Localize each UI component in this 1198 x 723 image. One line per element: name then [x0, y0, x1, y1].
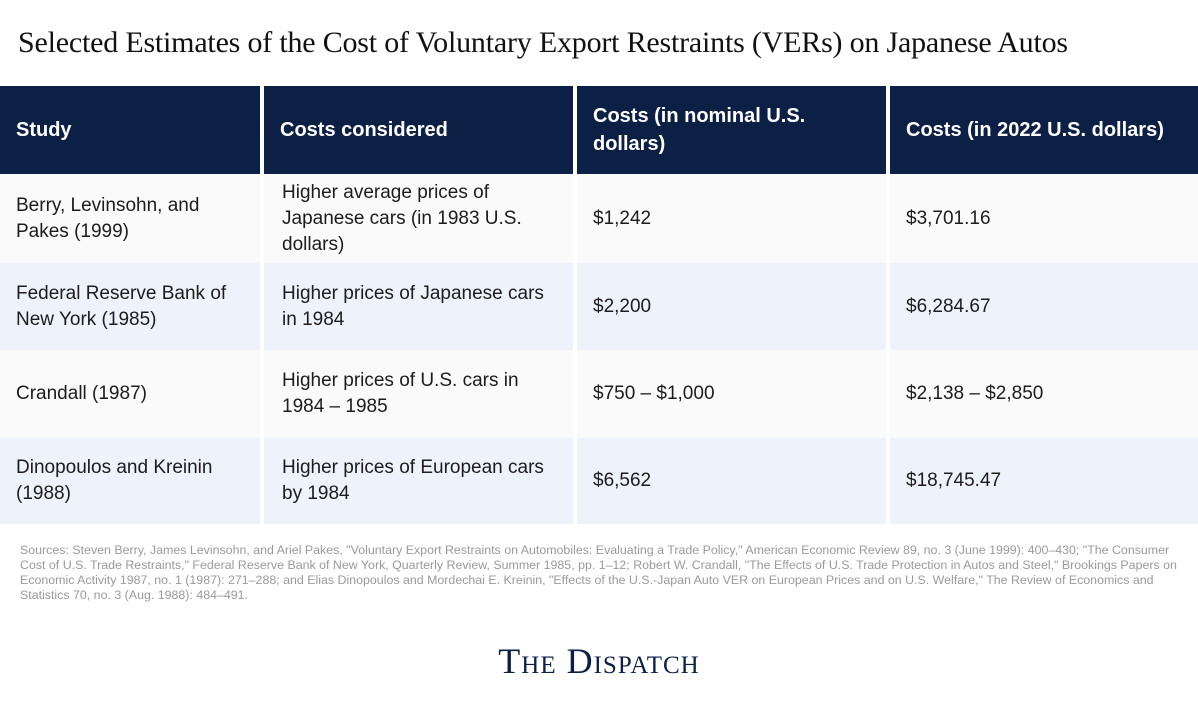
cell-study: Berry, Levinsohn, and Pakes (1999): [0, 174, 264, 263]
table-row: Federal Reserve Bank of New York (1985) …: [0, 263, 1198, 350]
cell-2022-cost: $6,284.67: [888, 263, 1198, 350]
cost-estimates-table: Study Costs considered Costs (in nominal…: [0, 86, 1198, 524]
sources-footnote: Sources: Steven Berry, James Levinsohn, …: [20, 543, 1177, 602]
brand-logo: The Dispatch: [498, 641, 700, 681]
cell-2022-cost: $2,138 – $2,850: [888, 350, 1198, 438]
cell-nominal-cost: $6,562: [575, 438, 890, 524]
cell-costs-considered: Higher average prices of Japanese cars (…: [262, 174, 577, 263]
cell-study: Crandall (1987): [0, 350, 264, 438]
cell-costs-considered: Higher prices of European cars by 1984: [262, 438, 577, 524]
cell-2022-cost: $3,701.16: [888, 174, 1198, 263]
table-header-row: Study Costs considered Costs (in nominal…: [0, 86, 1198, 174]
cell-study: Dinopoulos and Kreinin (1988): [0, 438, 264, 524]
page-title: Selected Estimates of the Cost of Volunt…: [18, 26, 1068, 59]
table-row: Berry, Levinsohn, and Pakes (1999) Highe…: [0, 174, 1198, 263]
cell-nominal-cost: $1,242: [575, 174, 890, 263]
column-header-nominal-costs: Costs (in nominal U.S. dollars): [575, 86, 890, 174]
column-header-2022-costs: Costs (in 2022 U.S. dollars): [888, 86, 1198, 174]
cell-nominal-cost: $750 – $1,000: [575, 350, 890, 438]
cell-costs-considered: Higher prices of U.S. cars in 1984 – 198…: [262, 350, 577, 438]
table-row: Crandall (1987) Higher prices of U.S. ca…: [0, 350, 1198, 438]
cell-study: Federal Reserve Bank of New York (1985): [0, 263, 264, 350]
cell-nominal-cost: $2,200: [575, 263, 890, 350]
cell-costs-considered: Higher prices of Japanese cars in 1984: [262, 263, 577, 350]
table-row: Dinopoulos and Kreinin (1988) Higher pri…: [0, 438, 1198, 524]
column-header-study: Study: [0, 86, 264, 174]
column-header-costs-considered: Costs considered: [262, 86, 577, 174]
cell-2022-cost: $18,745.47: [888, 438, 1198, 524]
